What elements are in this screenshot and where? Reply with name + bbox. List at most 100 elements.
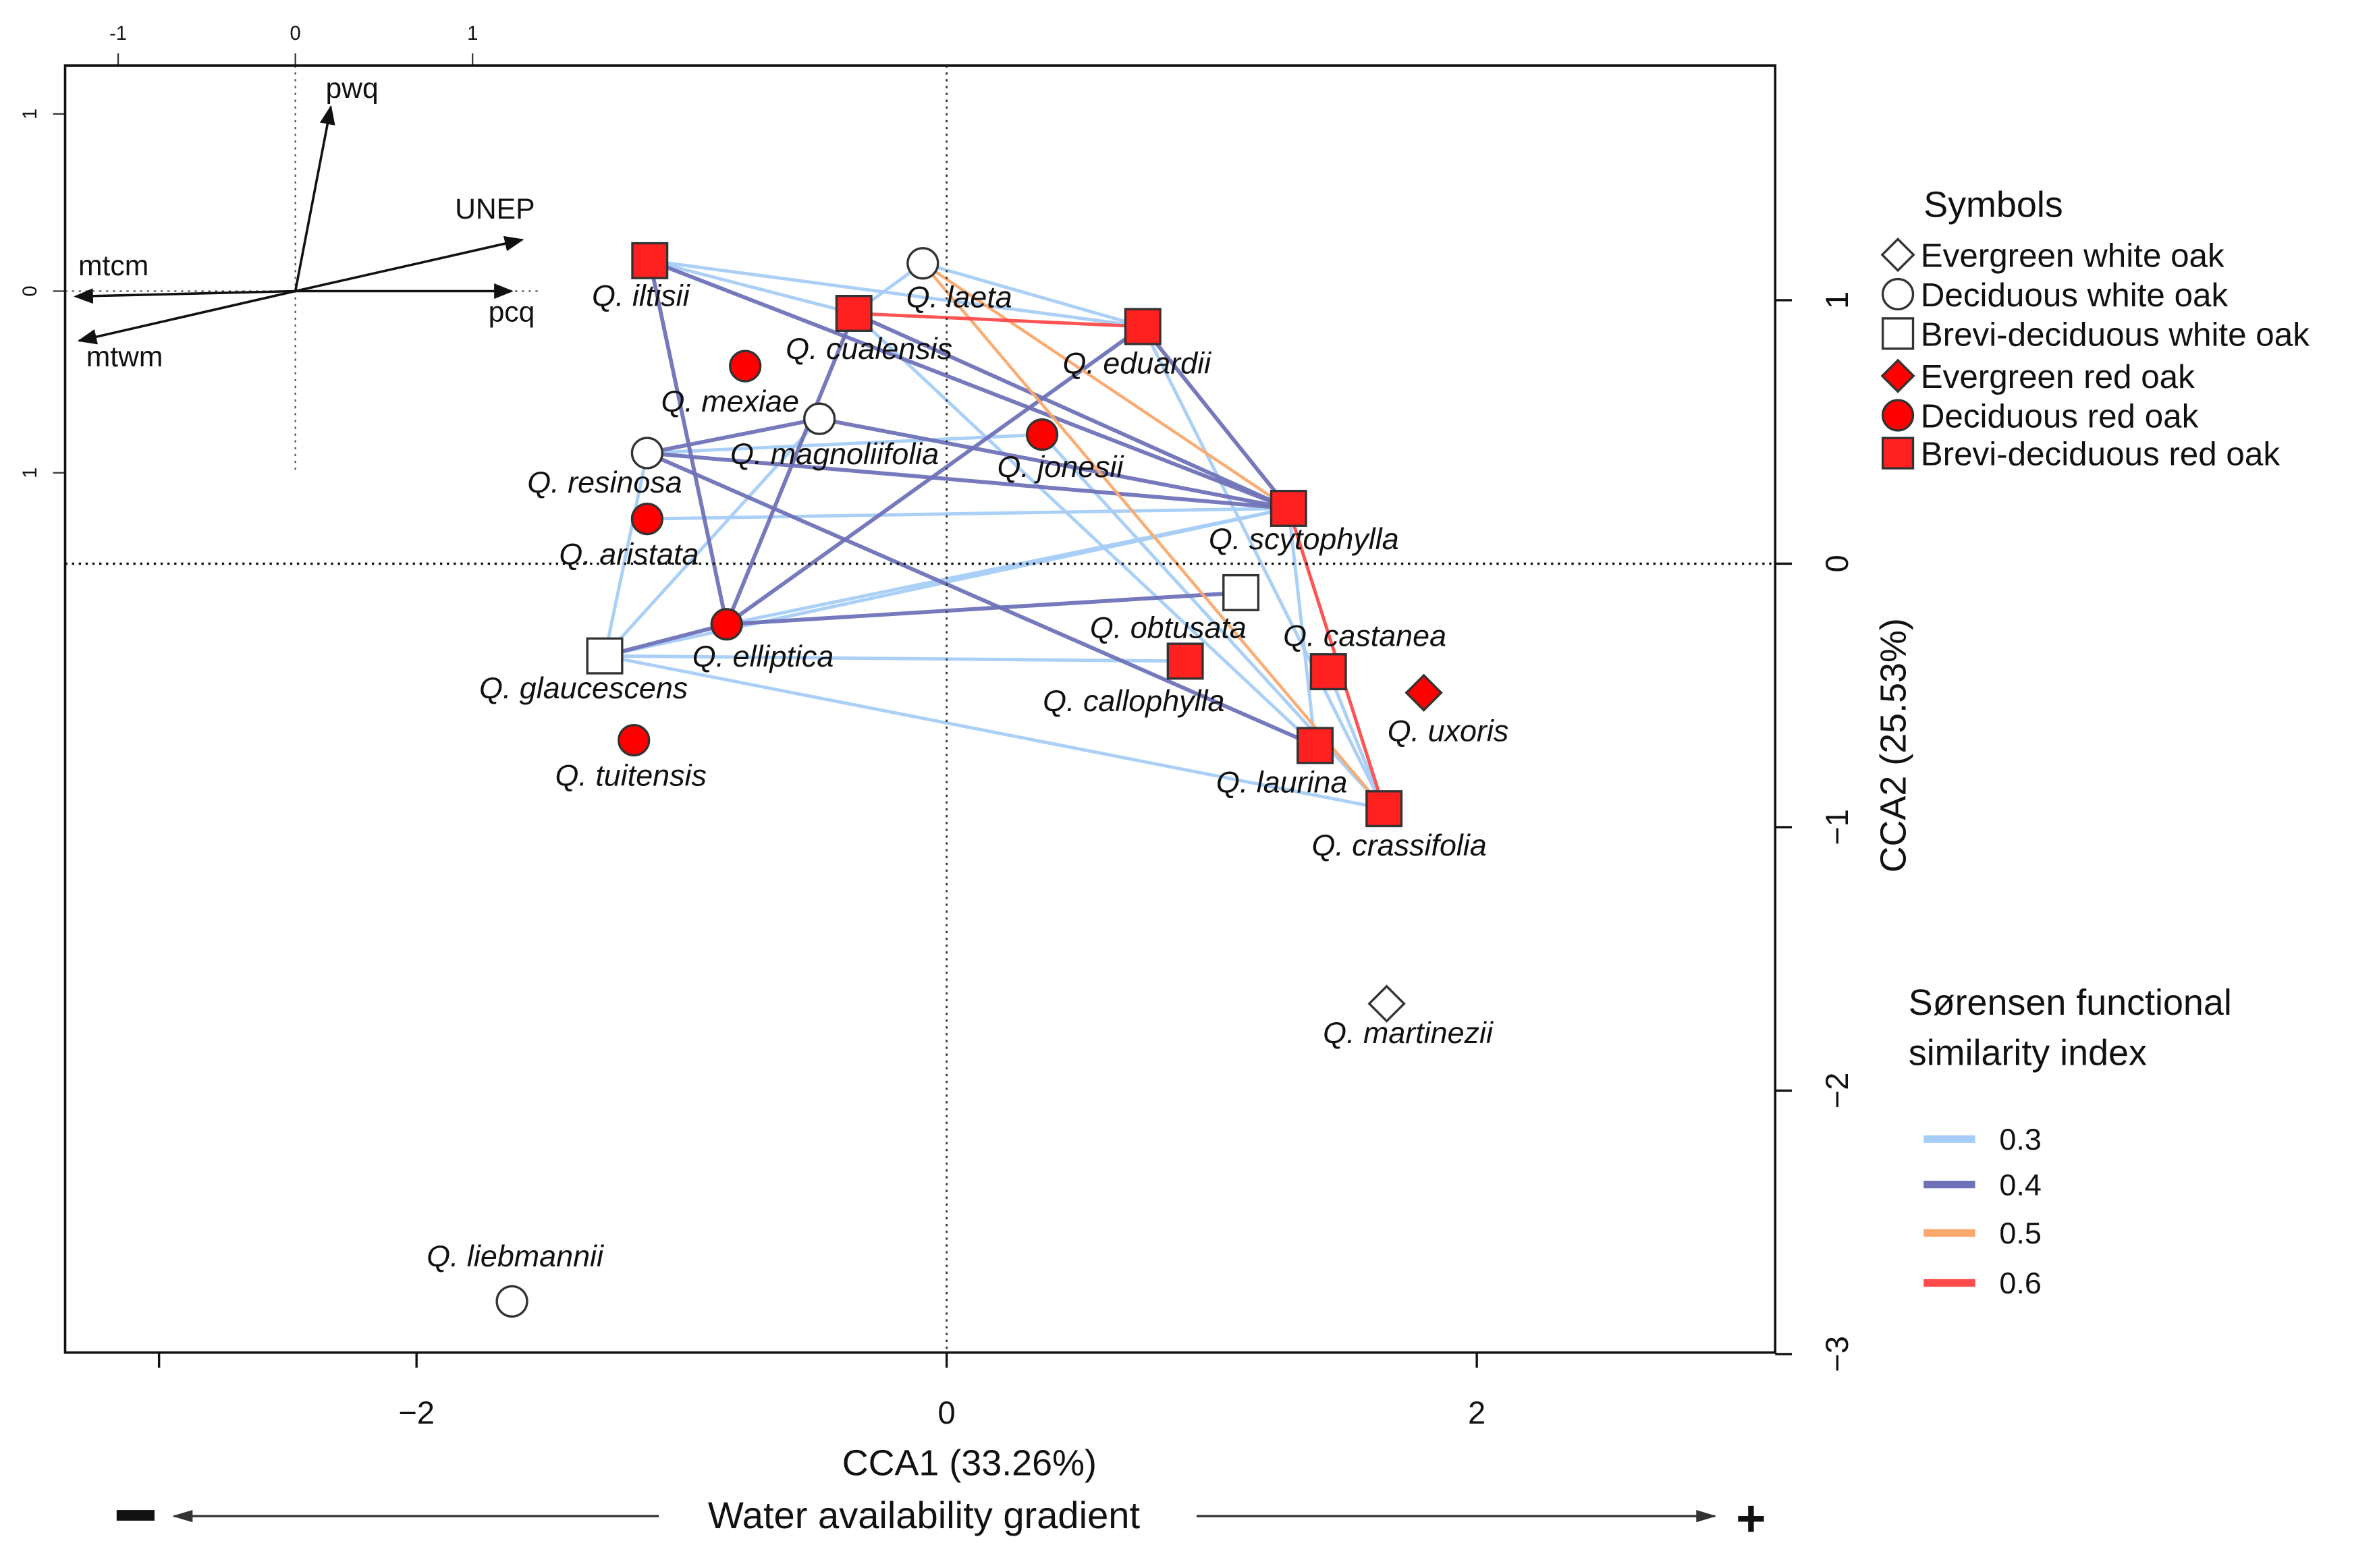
y-tick-label: 0 (1819, 555, 1855, 572)
legend-circle-icon (1881, 277, 1915, 311)
plus-label: + (1736, 1490, 1766, 1547)
species-label: Q. iltisii (592, 279, 690, 313)
x-tick-label: 0 (938, 1395, 956, 1430)
similarity-link (726, 590, 1241, 627)
similarity-link (922, 261, 1143, 329)
square-marker (1365, 790, 1403, 828)
species-label: Q. martinezii (1323, 1015, 1494, 1050)
legend-diamond-icon (1880, 237, 1915, 273)
species-label: Q. glaucescens (479, 671, 688, 705)
similarity-link (726, 507, 1289, 626)
y-tick-label: 1 (1819, 291, 1855, 309)
minus-sign (116, 1510, 155, 1521)
reference-lines (65, 65, 1776, 1353)
env-vector-arrow (77, 289, 296, 345)
x-tick-label: −2 (398, 1395, 435, 1430)
species-label: Q. magnoliifolia (730, 437, 939, 471)
x-axis-title: CCA1 (33.26%) (842, 1443, 1097, 1484)
env-vector-arrow (294, 105, 335, 291)
square-marker (586, 637, 624, 675)
inset-y-tick-label: 1 (20, 109, 41, 119)
similarity-link (647, 451, 1289, 511)
symbol-legend-item: Deciduous red oak (1921, 397, 2199, 435)
diamond-marker (1404, 673, 1443, 712)
env-vector-arrow (74, 288, 296, 304)
similarity-link (649, 258, 854, 315)
species-label: Q. tuitensis (555, 758, 707, 792)
x-tick-label: 2 (1468, 1395, 1485, 1430)
circle-marker (630, 502, 663, 536)
species-label: Q. elliptica (692, 639, 834, 673)
legend-diamond-icon (1880, 358, 1915, 393)
similarity-link (604, 654, 1186, 663)
similarity-link (1286, 508, 1317, 746)
symbol-legend-item: Evergreen red oak (1921, 358, 2195, 395)
axes: −2 0 2 1 0 −1 −2 −3 (157, 291, 1855, 1430)
species-label: Q. laeta (906, 279, 1012, 314)
symbol-legend-title: Symbols (1923, 185, 2063, 225)
similarity-legend-title: Sørensen functional (1909, 982, 2232, 1023)
circle-marker (630, 437, 663, 470)
square-marker (1270, 489, 1307, 527)
circle-marker (906, 247, 939, 280)
similarity-link (724, 312, 856, 625)
circle-marker (803, 402, 836, 435)
similarity-legend-item: 0.3 (1999, 1122, 2041, 1156)
similarity-link (854, 312, 1143, 329)
env-vector-label: pwq (325, 72, 378, 105)
env-vector-arrow (295, 235, 524, 293)
env-vector-label: UNEP (455, 193, 535, 225)
y-axis-title: CCA2 (25.53%) (1873, 618, 1913, 872)
square-marker (1222, 573, 1260, 611)
legend-circle-icon (1881, 399, 1915, 432)
square-marker (835, 294, 873, 332)
circle-marker (1025, 418, 1059, 451)
species-points: Q. iltisii Q. laeta Q. cualensis Q. eduardi… (427, 242, 1509, 1318)
legend-square-icon (1881, 437, 1915, 470)
similarity-link (819, 416, 1289, 511)
similarity-link (853, 311, 1290, 511)
similarity-link (603, 452, 649, 656)
legend-square-icon (1881, 317, 1915, 350)
species-label: Q. laurina (1216, 764, 1348, 799)
species-label: Q. liebmannii (427, 1239, 604, 1273)
similarity-link (647, 416, 820, 455)
similarity-link (649, 258, 1290, 511)
species-label: Q. crassifolia (1311, 828, 1486, 862)
gradient-label: Water availability gradient (708, 1494, 1141, 1536)
env-vector-label: pcq (489, 296, 535, 328)
species-label: Q. callophylla (1043, 683, 1224, 718)
species-label: Q. uxoris (1388, 714, 1509, 748)
diamond-marker (1367, 984, 1406, 1023)
square-marker (1296, 727, 1334, 764)
symbol-legend-item: Deciduous white oak (1921, 277, 2229, 314)
similarity-link (649, 258, 1143, 329)
similarity-link (1326, 671, 1386, 810)
env-vector-label: mtcm (78, 250, 148, 282)
similarity-link (921, 262, 1386, 810)
similarity-legend-item: 0.5 (1999, 1216, 2041, 1250)
species-label: Q. obtusata (1090, 611, 1247, 645)
similarity-link (647, 506, 1289, 521)
similarity-link (1141, 325, 1386, 810)
species-label: Q. castanea (1283, 618, 1446, 652)
square-marker (1124, 308, 1162, 345)
env-vector-label: mtwm (86, 341, 163, 373)
symbol-legend-item: Brevi-deciduous white oak (1921, 316, 2310, 353)
inset-y-tick-label: 0 (20, 285, 41, 296)
species-label: Q. eduardii (1063, 346, 1212, 381)
similarity-link (852, 312, 1317, 747)
species-label: Q. scytophylla (1209, 522, 1399, 556)
square-marker (631, 242, 669, 279)
square-marker (1166, 642, 1204, 680)
species-label: Q. mexiae (661, 384, 799, 418)
similarity-link (604, 622, 728, 658)
species-label: Q. cualensis (786, 331, 952, 366)
species-label: Q. jonesii (997, 449, 1124, 484)
circle-marker (729, 349, 762, 383)
y-tick-label: −1 (1819, 809, 1855, 845)
inset-x-tick-label: 1 (467, 23, 478, 45)
inset-y-tick-label: 1 (20, 468, 41, 478)
